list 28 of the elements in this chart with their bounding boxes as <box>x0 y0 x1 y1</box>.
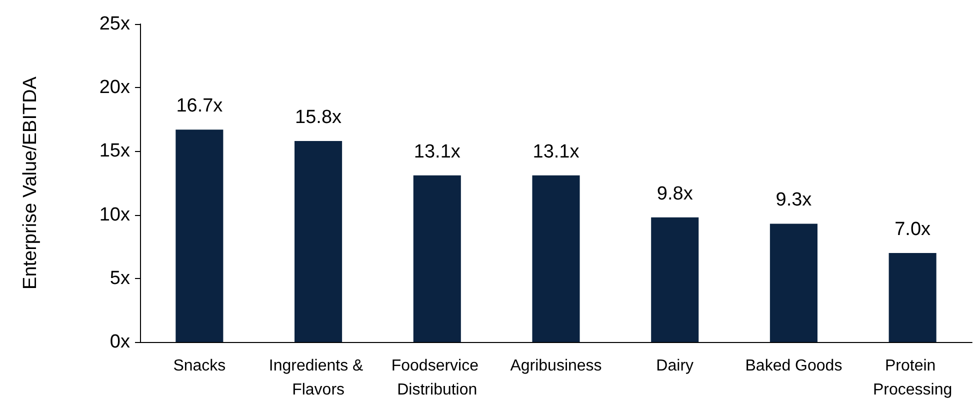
y-tick-label: 25x <box>99 14 130 34</box>
x-tick-label: Protein Processing <box>872 358 952 398</box>
data-label: 9.8x <box>656 183 694 204</box>
data-label: 16.7x <box>176 96 224 117</box>
bar <box>651 217 699 342</box>
bar <box>413 175 461 342</box>
x-tick-label: Snacks <box>173 358 226 374</box>
bar <box>176 130 224 342</box>
y-tick-label: 5x <box>110 268 130 289</box>
data-label: 13.1x <box>414 141 461 162</box>
data-label: 9.3x <box>776 190 812 211</box>
x-tick-label: Baked Goods <box>745 358 842 374</box>
y-tick-label: 10x <box>99 204 130 226</box>
bar <box>770 224 818 342</box>
x-tick-label: Foodservice Distribution <box>391 358 483 398</box>
y-axis-title: Enterprise Value/EBITDA <box>20 76 41 290</box>
data-label: 13.1x <box>532 141 580 162</box>
bar <box>888 252 936 342</box>
x-tick-label: Ingredients & Flavors <box>268 358 368 398</box>
y-tick-label: 20x <box>99 77 130 98</box>
bar <box>294 141 342 342</box>
x-tick-label: Agribusiness <box>510 358 602 374</box>
y-tick-label: 15x <box>99 140 130 162</box>
y-tick-label: 0x <box>110 332 130 352</box>
data-label: 15.8x <box>295 107 342 128</box>
x-tick-label: Dairy <box>656 358 694 374</box>
data-label: 7.0x <box>894 218 932 240</box>
bar <box>532 175 580 342</box>
